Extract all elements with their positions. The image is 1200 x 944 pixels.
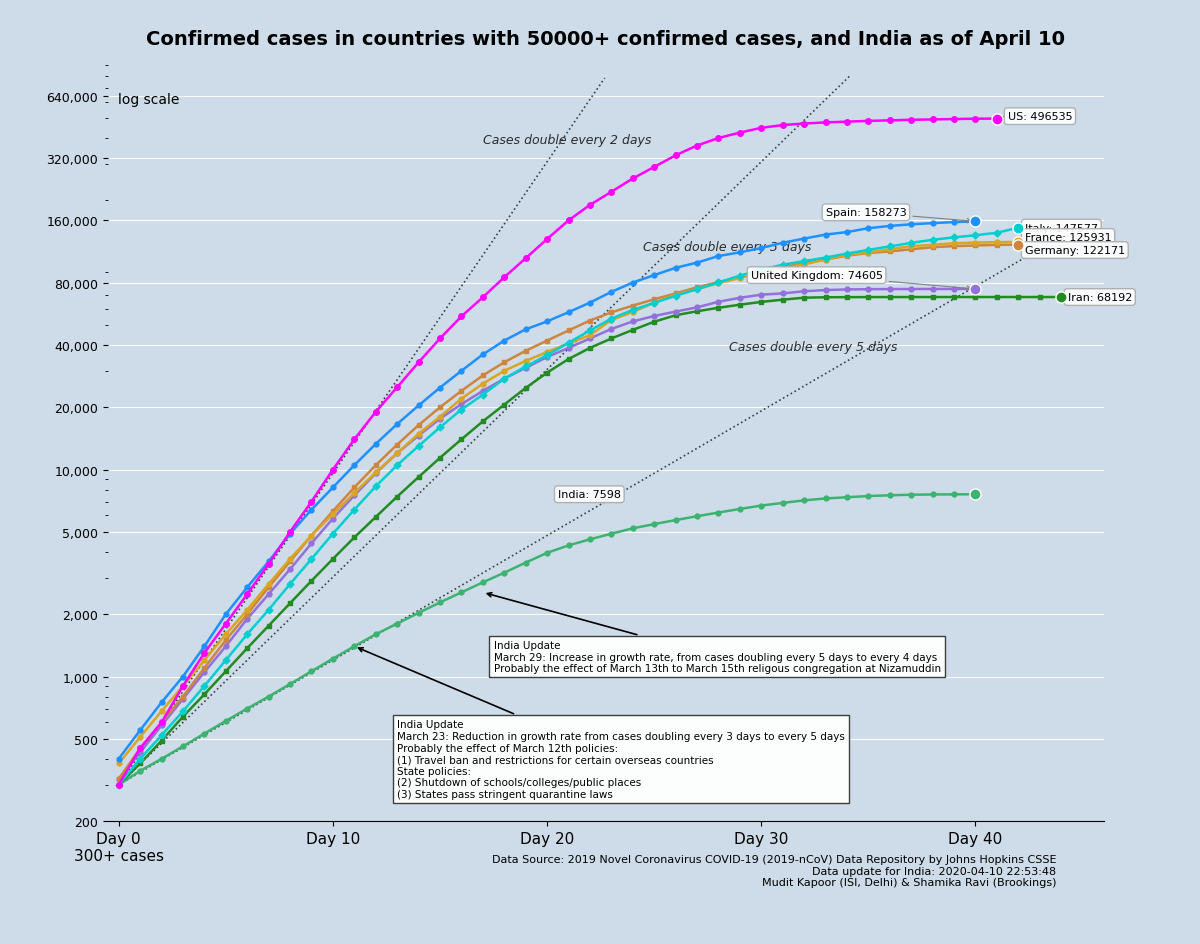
- Text: India: 7598: India: 7598: [558, 490, 620, 499]
- Text: India Update
March 23: Reduction in growth rate from cases doubling every 3 days: India Update March 23: Reduction in grow…: [359, 649, 845, 800]
- Text: Italy: 147577: Italy: 147577: [1025, 224, 1098, 233]
- Text: Iran: 68192: Iran: 68192: [1068, 293, 1132, 303]
- Text: Spain: 158273: Spain: 158273: [826, 208, 972, 224]
- Text: log scale: log scale: [118, 93, 179, 107]
- Text: United Kingdom: 74605: United Kingdom: 74605: [750, 271, 972, 291]
- Text: France: 125931: France: 125931: [1025, 233, 1111, 243]
- Text: Cases double every 2 days: Cases double every 2 days: [482, 133, 652, 146]
- Text: Cases double every 5 days: Cases double every 5 days: [730, 340, 898, 353]
- Text: US: 496535: US: 496535: [1001, 112, 1073, 122]
- Title: Confirmed cases in countries with 50000+ confirmed cases, and India as of April : Confirmed cases in countries with 50000+…: [146, 30, 1066, 49]
- Text: India Update
March 29: Increase in growth rate, from cases doubling every 5 days: India Update March 29: Increase in growt…: [487, 593, 941, 674]
- Text: Cases double every 3 days: Cases double every 3 days: [643, 241, 812, 254]
- Text: Germany: 122171: Germany: 122171: [1025, 245, 1124, 256]
- Text: Data Source: 2019 Novel Coronavirus COVID-19 (2019-nCoV) Data Repository by John: Data Source: 2019 Novel Coronavirus COVI…: [492, 854, 1056, 887]
